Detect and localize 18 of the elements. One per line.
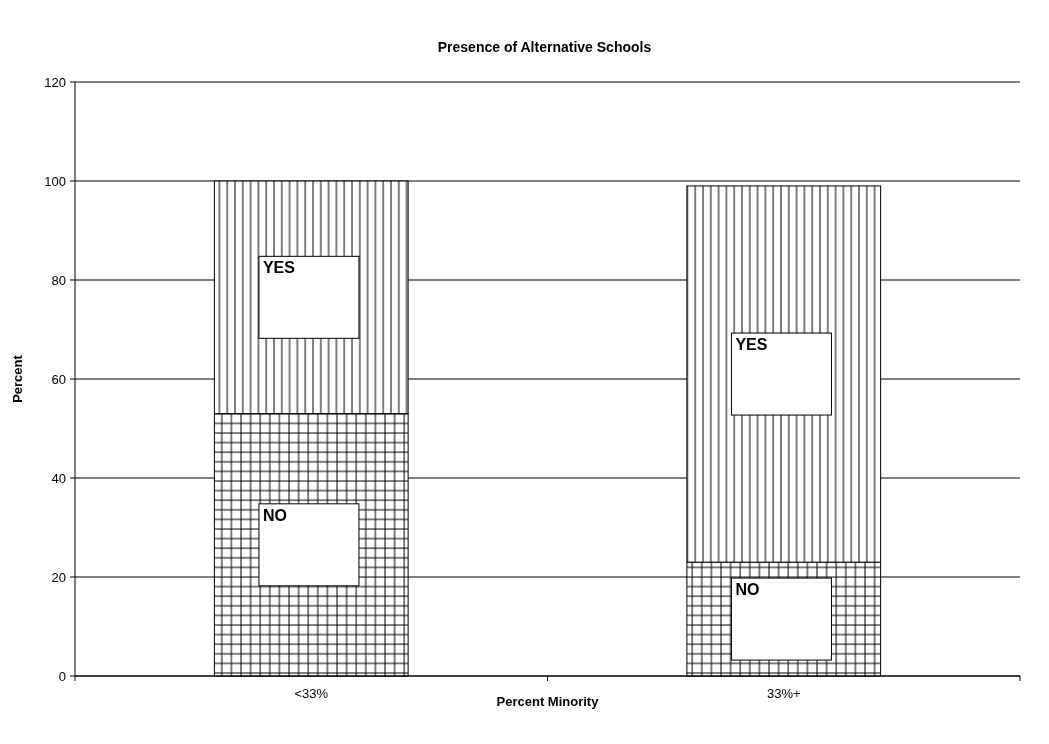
x-tick-label: 33%+: [766, 686, 801, 701]
chart-title: Presence of Alternative Schools: [437, 39, 652, 55]
y-tick-label: 60: [51, 371, 66, 387]
y-tick-label: 40: [51, 470, 66, 486]
y-axis-title: Percent: [10, 354, 25, 403]
y-tick-label: 0: [58, 668, 66, 684]
y-tick-label: 120: [44, 74, 66, 90]
label-box: NO: [258, 503, 360, 587]
x-tick-label: <33%: [294, 686, 329, 701]
series-label: YES: [262, 259, 296, 277]
series-label: NO: [735, 581, 760, 599]
label-box: YES: [730, 332, 832, 416]
y-tick-label: 80: [51, 272, 66, 288]
y-tick-label: 100: [44, 173, 66, 189]
label-box: YES: [258, 255, 360, 339]
y-tick-label: 20: [51, 569, 66, 585]
label-box: NO: [730, 577, 832, 661]
x-axis-title: Percent Minority: [496, 694, 600, 709]
